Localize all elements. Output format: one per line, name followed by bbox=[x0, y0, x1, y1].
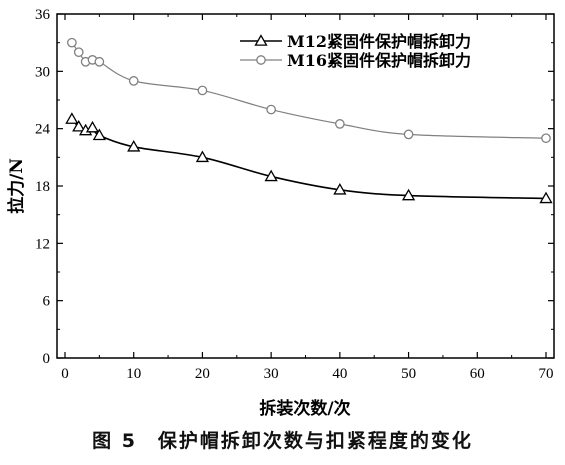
x-axis-title: 拆装次数/次 bbox=[259, 398, 350, 419]
x-tick-label: 40 bbox=[332, 366, 347, 382]
figure-caption: 图 5 保护帽拆卸次数与扣紧程度的变化 bbox=[92, 430, 473, 452]
x-tick-label: 50 bbox=[401, 366, 416, 382]
x-tick-label: 70 bbox=[539, 366, 554, 382]
series-line-1 bbox=[71, 118, 547, 200]
y-tick-label: 6 bbox=[43, 294, 51, 310]
series-1-point bbox=[539, 191, 553, 204]
series-2-point bbox=[197, 85, 208, 96]
series-1-point bbox=[72, 119, 86, 132]
series-2-point bbox=[335, 119, 345, 129]
y-tick-label: 36 bbox=[35, 7, 51, 23]
axis-ticks: 0 10 20 30 40 50 60 70 0 6 12 18 24 30 36 bbox=[35, 7, 554, 382]
legend-box bbox=[234, 28, 524, 71]
series-1-point bbox=[401, 188, 416, 201]
x-tick-label: 20 bbox=[195, 366, 210, 382]
series-1-point bbox=[195, 150, 210, 163]
y-tick-label: 12 bbox=[35, 236, 50, 252]
series-2-point bbox=[403, 129, 414, 140]
x-tick-label: 0 bbox=[61, 366, 69, 382]
series-2-point bbox=[541, 133, 551, 144]
legend-label-2: M16紧固件保护帽拆卸力 bbox=[287, 51, 471, 70]
series-1-point bbox=[85, 120, 100, 133]
series-layer bbox=[65, 37, 553, 204]
series-1-point bbox=[65, 112, 79, 124]
y-axis-title: 拉力/N bbox=[6, 158, 27, 214]
y-tick-label: 24 bbox=[35, 122, 51, 138]
series-2-point bbox=[67, 37, 77, 48]
legend-label-1: M12紧固件保护帽拆卸力 bbox=[287, 32, 471, 51]
series-2-point bbox=[128, 76, 139, 86]
y-tick-label: 0 bbox=[43, 351, 51, 367]
legend-marker-1 bbox=[254, 34, 268, 46]
series-1-point bbox=[333, 183, 347, 195]
series-1-point bbox=[92, 128, 106, 141]
x-tick-label: 60 bbox=[470, 366, 485, 382]
series-2-point bbox=[73, 47, 84, 58]
x-tick-label: 10 bbox=[126, 366, 141, 382]
x-tick-label: 30 bbox=[264, 366, 279, 382]
series-1-point bbox=[127, 140, 141, 152]
series-1-point bbox=[264, 169, 278, 182]
series-2-point bbox=[266, 104, 276, 115]
legend-marker-2 bbox=[256, 55, 266, 65]
y-tick-label: 18 bbox=[35, 179, 50, 195]
series-2-point bbox=[94, 56, 105, 67]
y-tick-label: 30 bbox=[35, 64, 50, 80]
